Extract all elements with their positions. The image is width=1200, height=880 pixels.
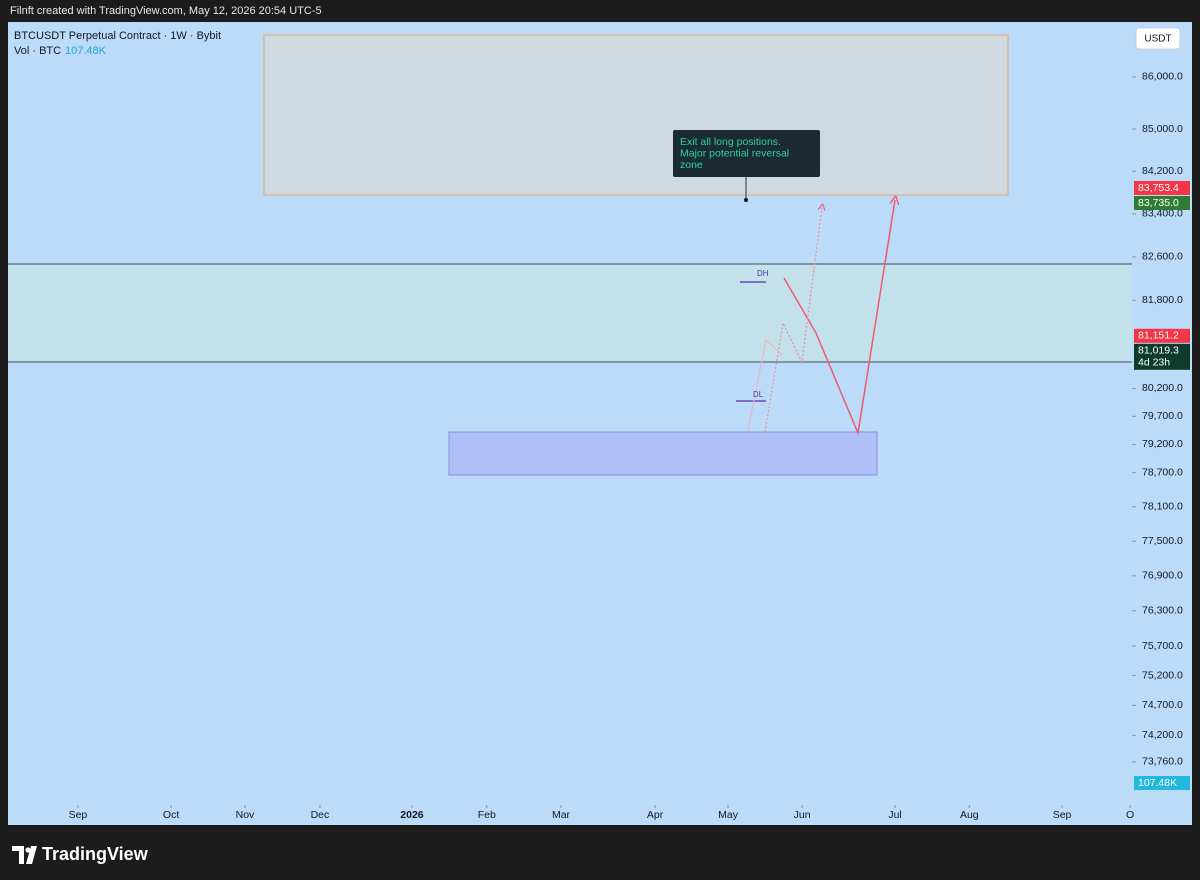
y-tick-label: 78,100.0 [1142,501,1183,513]
annotation-dot [744,198,748,202]
faint-path [747,339,783,431]
y-tick-label: 74,700.0 [1142,699,1183,711]
volume-label-box [1134,775,1190,790]
price-label: 81,019.3 [1138,345,1179,357]
price-label-box [1134,180,1190,195]
volume-label: 107.48K [1138,777,1177,789]
y-tick-label: 73,760.0 [1142,756,1183,768]
y-tick-label: 80,200.0 [1142,382,1183,394]
plot-area [8,34,1132,476]
x-tick-label: Feb [478,809,496,821]
volume-last: 107.48K [65,45,107,57]
x-tick-label: Dec [311,809,330,821]
x-tick-label: 2026 [400,809,424,821]
y-tick-label: 76,900.0 [1142,570,1183,582]
x-tick-label: Sep [1053,809,1072,821]
price-label-box [1134,328,1190,343]
brand-logo: TradingView [12,844,149,864]
y-tick-label: 85,000.0 [1142,123,1183,135]
annotation-box [673,130,820,177]
y-tick-label: 81,800.0 [1142,294,1183,306]
y-tick-label: 82,600.0 [1142,251,1183,263]
logo-mark [12,846,37,864]
y-tick-label: 83,400.0 [1142,208,1183,220]
price-label: 81,151.2 [1138,330,1179,342]
level-label: DL [753,390,764,399]
annotation-text: Exit all long positions. [680,136,781,148]
alt-projection-path [764,207,822,433]
x-tick-label: O [1126,809,1134,821]
price-label: 83,753.4 [1138,182,1179,194]
x-tick-label: Sep [69,809,88,821]
y-tick-label: 75,200.0 [1142,669,1183,681]
price-label: 83,735.0 [1138,197,1179,209]
y-tick-label: 79,700.0 [1142,410,1183,422]
y-tick-label: 79,200.0 [1142,438,1183,450]
header-text: Filnft created with TradingView.com, May… [10,5,322,17]
x-tick-label: May [718,809,739,821]
brand: TradingView [42,844,149,864]
reversal-zone [263,34,1009,196]
y-tick-label: 75,700.0 [1142,640,1183,652]
projection-path [783,200,895,436]
level-label: DH [757,269,769,278]
logo-dot [25,847,31,853]
y-tick-label: 77,500.0 [1142,535,1183,547]
range-zone [8,264,1132,362]
volume-name: Vol · BTC [14,45,61,57]
demand-zone [448,431,878,476]
x-tick-label: Mar [552,809,571,821]
price-label-sub: 4d 23h [1138,357,1170,369]
annotation-text: zone [680,159,703,171]
x-tick-label: Aug [960,809,979,821]
x-tick-label: Jul [888,809,901,821]
price-label-box [1134,343,1190,370]
annotation-text: Major potential reversal [680,147,789,159]
y-tick-label: 78,700.0 [1142,466,1183,478]
y-tick-label: 84,200.0 [1142,165,1183,177]
x-tick-label: Nov [236,809,255,821]
symbol: BTCUSDT Perpetual Contract · 1W · Bybit [14,30,221,42]
y-tick-label: 74,200.0 [1142,729,1183,741]
currency[interactable]: USDT [1144,34,1171,45]
y-tick-label: 76,300.0 [1142,605,1183,617]
y-tick-label: 86,000.0 [1142,71,1183,83]
currency-box[interactable] [1135,27,1181,50]
x-tick-label: Apr [647,809,664,821]
x-tick-label: Oct [163,809,179,821]
price-label-box [1134,195,1190,210]
chart-background [8,22,1192,825]
x-tick-label: Jun [794,809,811,821]
